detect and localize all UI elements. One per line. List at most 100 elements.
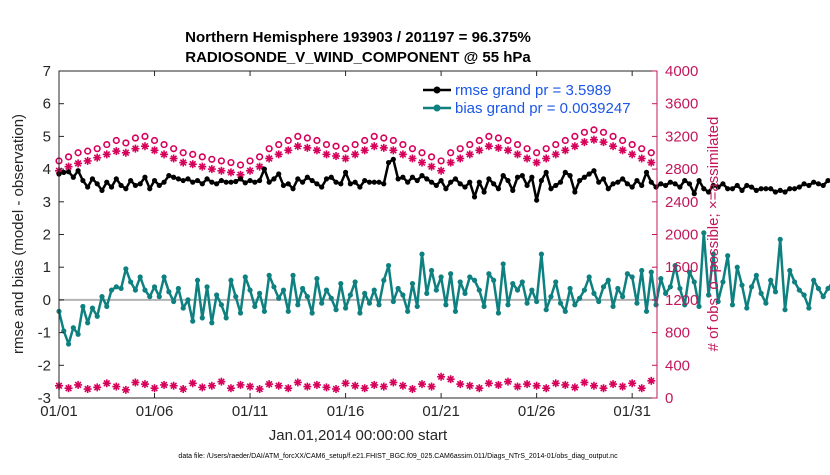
bias-point: [529, 287, 535, 293]
bias-point: [237, 310, 244, 316]
bias-point: [701, 230, 707, 236]
obs-assimilated-marker: [217, 166, 226, 175]
bias-point: [323, 287, 330, 293]
obs-assimilated-marker: [389, 146, 398, 155]
bias-series: [56, 230, 830, 347]
obs-possible-marker: [256, 153, 264, 161]
bias-point: [261, 308, 267, 314]
obs-possible-marker: [494, 134, 503, 142]
obs-low-marker: [112, 382, 121, 391]
bias-point: [682, 302, 688, 308]
obs-possible-marker: [64, 153, 73, 161]
rmse-point: [782, 189, 788, 195]
obs-low-marker: [542, 384, 551, 393]
rmse-point: [185, 176, 191, 182]
bias-point: [763, 300, 769, 306]
bias-point: [495, 310, 502, 316]
bias-point: [209, 320, 215, 326]
obs-possible-marker: [647, 149, 655, 157]
obs-assimilated-marker: [618, 146, 627, 155]
bias-point: [314, 276, 320, 282]
obs-assimilated-marker: [332, 152, 341, 161]
bias-point: [233, 294, 239, 300]
rmse-point: [519, 173, 525, 179]
rmse-point: [600, 176, 607, 182]
rmse-point: [371, 179, 377, 185]
bias-point: [705, 292, 712, 298]
obs-assimilated-marker: [628, 150, 637, 159]
obs-low-marker: [140, 380, 149, 389]
obs-possible-marker: [217, 157, 225, 165]
bias-point: [796, 287, 802, 293]
obs-assimilated-marker: [418, 158, 427, 167]
rmse-point: [80, 177, 86, 184]
obs-low-marker: [618, 382, 627, 391]
obs-assimilated-marker: [160, 150, 169, 159]
rmse-point: [70, 174, 76, 180]
obs-low-marker: [341, 379, 350, 388]
bias-point: [596, 298, 602, 305]
obs-low-marker: [188, 379, 197, 388]
bias-point: [218, 302, 224, 308]
bias-point: [481, 303, 487, 310]
bias-point: [562, 308, 568, 314]
obs-possible-marker: [141, 132, 149, 140]
rmse-point: [409, 174, 416, 180]
bias-point: [151, 284, 158, 290]
rmse-point: [715, 184, 721, 190]
bias-point: [581, 287, 587, 293]
x-axis-ticks: 01/01 01/06 01/11 01/16 01/21 01/26 01/31: [40, 71, 651, 420]
rmse-point: [199, 181, 205, 187]
bias-point: [467, 274, 473, 280]
bias-point: [811, 277, 817, 283]
obs-assimilated-marker: [274, 150, 283, 159]
obs-assimilated-marker: [437, 166, 446, 175]
bias-point: [123, 266, 129, 272]
bias-point: [686, 269, 693, 275]
obs-assimilated-marker: [570, 142, 579, 151]
y-axis-ticks: -3 -2 -1 0 1 2 3 4 5 6 7: [38, 63, 64, 407]
obs-assimilated-marker: [169, 154, 178, 163]
obs-assimilated-marker: [379, 143, 388, 152]
rmse-point: [643, 169, 650, 175]
obs-possible-marker: [160, 140, 168, 149]
rmse-point: [658, 181, 664, 187]
bias-point: [452, 308, 459, 314]
rmse-point: [691, 191, 697, 197]
obs-assimilated-marker: [293, 142, 302, 151]
bias-point: [428, 267, 435, 274]
rmse-point: [433, 182, 439, 189]
obs-assimilated-marker: [456, 154, 465, 163]
rmse-point: [705, 189, 712, 195]
bias-point: [108, 287, 115, 293]
rmse-point: [662, 182, 669, 189]
obs-assimilated-marker: [255, 162, 264, 171]
bias-point: [677, 285, 683, 292]
bias-point: [433, 287, 439, 293]
rmse-point: [543, 169, 549, 175]
rmse-point: [104, 179, 110, 185]
obs-possible-marker: [638, 145, 646, 153]
rmse-point: [801, 181, 807, 187]
obs-low-marker: [160, 380, 169, 389]
obs-possible-marker: [284, 136, 292, 145]
rmse-point: [137, 181, 143, 187]
rmse-point: [787, 186, 793, 192]
bias-point: [347, 292, 353, 298]
obs-low-marker: [179, 385, 188, 394]
obs-low-marker: [398, 381, 407, 390]
obs-assimilated-marker: [351, 150, 360, 159]
rmse-point: [505, 177, 511, 184]
obs-possible-marker: [561, 136, 569, 145]
bias-point: [142, 287, 148, 293]
obs-low-marker: [456, 380, 465, 389]
rmse-point: [710, 182, 716, 189]
rmse-point: [677, 184, 683, 190]
obs-low-marker: [303, 382, 312, 391]
y-axis-label: rmse and bias (model - observation): [10, 114, 27, 354]
obs-possible-marker: [93, 145, 101, 153]
rmse-point: [734, 182, 740, 189]
rmse-point: [811, 179, 817, 185]
obs-possible-marker: [294, 132, 302, 140]
rmse-point: [156, 182, 162, 189]
